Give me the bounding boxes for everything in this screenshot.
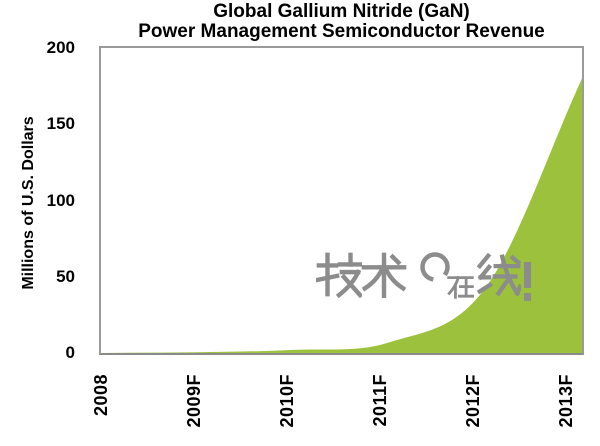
y-tick-label: 50 — [56, 266, 75, 286]
x-tick-label: 2008 — [91, 374, 111, 417]
x-tick-label: 2010F — [277, 374, 297, 428]
y-tick-label: 200 — [46, 38, 75, 57]
y-tick-label: 150 — [46, 114, 75, 134]
y-tick-label: 0 — [65, 343, 75, 362]
chart-title: Global Gallium Nitride (GaN) Power Manag… — [101, 2, 582, 42]
y-tick-label: 100 — [46, 190, 75, 210]
chart-title-line2: Power Management Semiconductor Revenue — [138, 21, 545, 42]
exclamation-dot — [524, 293, 531, 301]
watermark-ring-icon — [419, 251, 451, 283]
watermark-char-xian — [476, 253, 521, 298]
watermark-techon — [316, 249, 546, 304]
x-tick-label: 2011F — [370, 374, 390, 427]
x-tick-label: 2009F — [184, 374, 204, 428]
x-tick-label: 2013F — [556, 374, 576, 428]
watermark-char-zai — [447, 272, 474, 299]
revenue-area-series — [101, 78, 582, 353]
watermark-char-ji — [316, 252, 362, 298]
watermark-char-shu — [361, 252, 407, 298]
x-tick-label: 2012F — [463, 374, 483, 428]
plot-area — [101, 48, 582, 353]
chart-title-line1: Global Gallium Nitride (GaN) — [213, 1, 470, 22]
watermark-exclamation-icon — [524, 262, 531, 301]
exclamation-bar — [524, 262, 531, 288]
area-chart-svg — [101, 78, 582, 353]
